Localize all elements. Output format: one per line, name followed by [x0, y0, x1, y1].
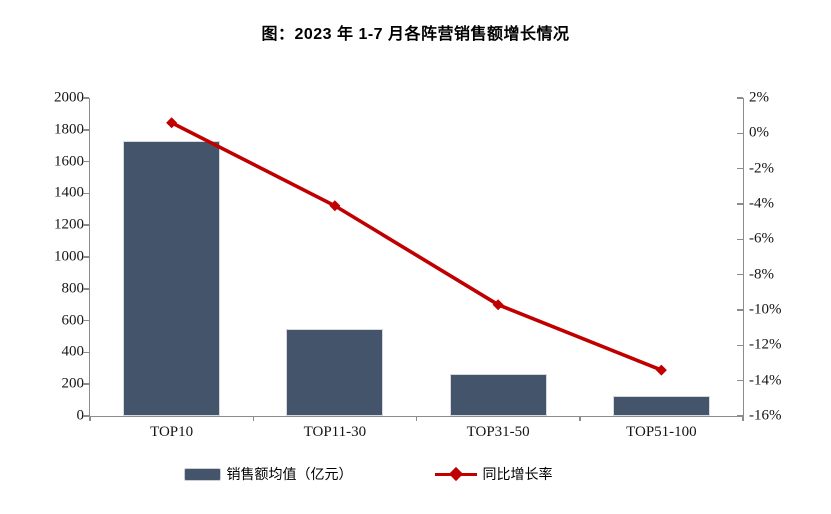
line-series-layer — [166, 117, 667, 376]
right-axis-tick-label: -10% — [749, 301, 782, 318]
right-axis-tick-label: -2% — [749, 160, 774, 177]
right-axis-tick-label: 2% — [749, 89, 769, 106]
legend-item-bar-series: 销售额均值（亿元） — [183, 464, 353, 484]
right-axis-tick-label: -8% — [749, 266, 774, 283]
diamond-marker-icon — [448, 466, 463, 482]
legend-item-line-series: 同比增长率 — [434, 464, 553, 484]
right-axis-tick-mark — [737, 238, 743, 241]
left-axis-tick-label: 1600 — [54, 153, 84, 170]
left-axis-tick-label: 200 — [61, 375, 85, 392]
left-axis-tick-label: 0 — [76, 407, 85, 424]
left-axis-tick-mark — [83, 160, 89, 163]
right-axis-tick-mark — [737, 415, 743, 417]
diamond-marker — [655, 364, 667, 376]
left-axis-tick-mark — [83, 288, 89, 290]
right-axis-tick-mark — [737, 273, 743, 276]
plot-area: 2000 1800 1600 1400 1200 1000 800 600 400 200 0 2% 0… — [54, 90, 782, 440]
left-axis-tick-label: 800 — [61, 280, 85, 297]
left-axis-tick-label: 2000 — [54, 89, 84, 106]
right-axis-tick-mark — [737, 379, 743, 382]
category-label: TOP11-30 — [303, 424, 367, 440]
x-axis-tick-mark — [415, 416, 418, 421]
category-label: TOP51-100 — [626, 424, 697, 440]
x-axis-tick-mark — [89, 416, 91, 421]
right-axis-tick-mark — [737, 97, 743, 99]
bar — [449, 373, 547, 416]
x-axis-tick-mark — [252, 416, 254, 421]
bar — [612, 395, 710, 416]
right-axis-tick-label: -16% — [749, 407, 782, 424]
chart-title: 图：2023 年 1-7 月各阵营销售额增长情况 — [261, 26, 570, 43]
left-axis-tick-mark — [83, 97, 89, 99]
category-label: TOP10 — [150, 424, 194, 440]
line-diamond-swatch-icon — [434, 466, 477, 482]
right-axis-tick-mark — [737, 203, 743, 205]
right-axis-tick-label: -4% — [749, 195, 774, 212]
right-axis-tick-label: 0% — [749, 124, 769, 141]
diamond-marker — [166, 117, 178, 129]
left-axis-tick-mark — [83, 415, 89, 417]
left-axis-tick-label: 1800 — [54, 121, 84, 138]
right-axis-tick-label: -6% — [749, 230, 774, 247]
chart-legend: 销售额均值（亿元） 同比增长率 — [0, 464, 736, 484]
left-axis-tick-mark — [83, 319, 89, 322]
right-axis-tick-mark — [737, 167, 743, 170]
left-axis-tick-label: 1200 — [54, 216, 84, 233]
left-axis-tick-mark — [83, 351, 89, 354]
left-axis-tick-label: 1000 — [54, 248, 84, 265]
left-axis-tick-mark — [83, 224, 89, 226]
bar — [286, 329, 384, 416]
left-axis-tick-mark — [83, 129, 89, 131]
right-axis-tick-mark — [737, 132, 743, 135]
left-axis-tick-mark — [83, 192, 89, 195]
left-axis-tick-label: 1400 — [54, 184, 84, 201]
left-axis-tick-mark — [83, 383, 89, 385]
right-axis-tick-mark — [737, 344, 743, 347]
x-axis-tick-mark — [742, 416, 744, 421]
right-axis-tick-mark — [737, 309, 743, 311]
line-series-stroke — [169, 120, 664, 372]
x-axis-tick-mark — [579, 416, 581, 421]
right-axis-tick-label: -14% — [749, 372, 782, 389]
bar-swatch-icon — [183, 467, 221, 481]
diamond-marker — [329, 200, 341, 212]
bar — [123, 140, 221, 416]
left-axis-tick-label: 600 — [61, 312, 85, 329]
legend-label-bar-series: 销售额均值（亿元） — [226, 466, 353, 482]
diamond-marker — [492, 299, 504, 311]
category-label: TOP31-50 — [466, 424, 530, 440]
right-axis-tick-label: -12% — [749, 336, 782, 353]
legend-label-line-series: 同比增长率 — [482, 466, 553, 482]
left-axis-tick-label: 400 — [61, 343, 85, 360]
left-axis-tick-mark — [83, 256, 89, 258]
